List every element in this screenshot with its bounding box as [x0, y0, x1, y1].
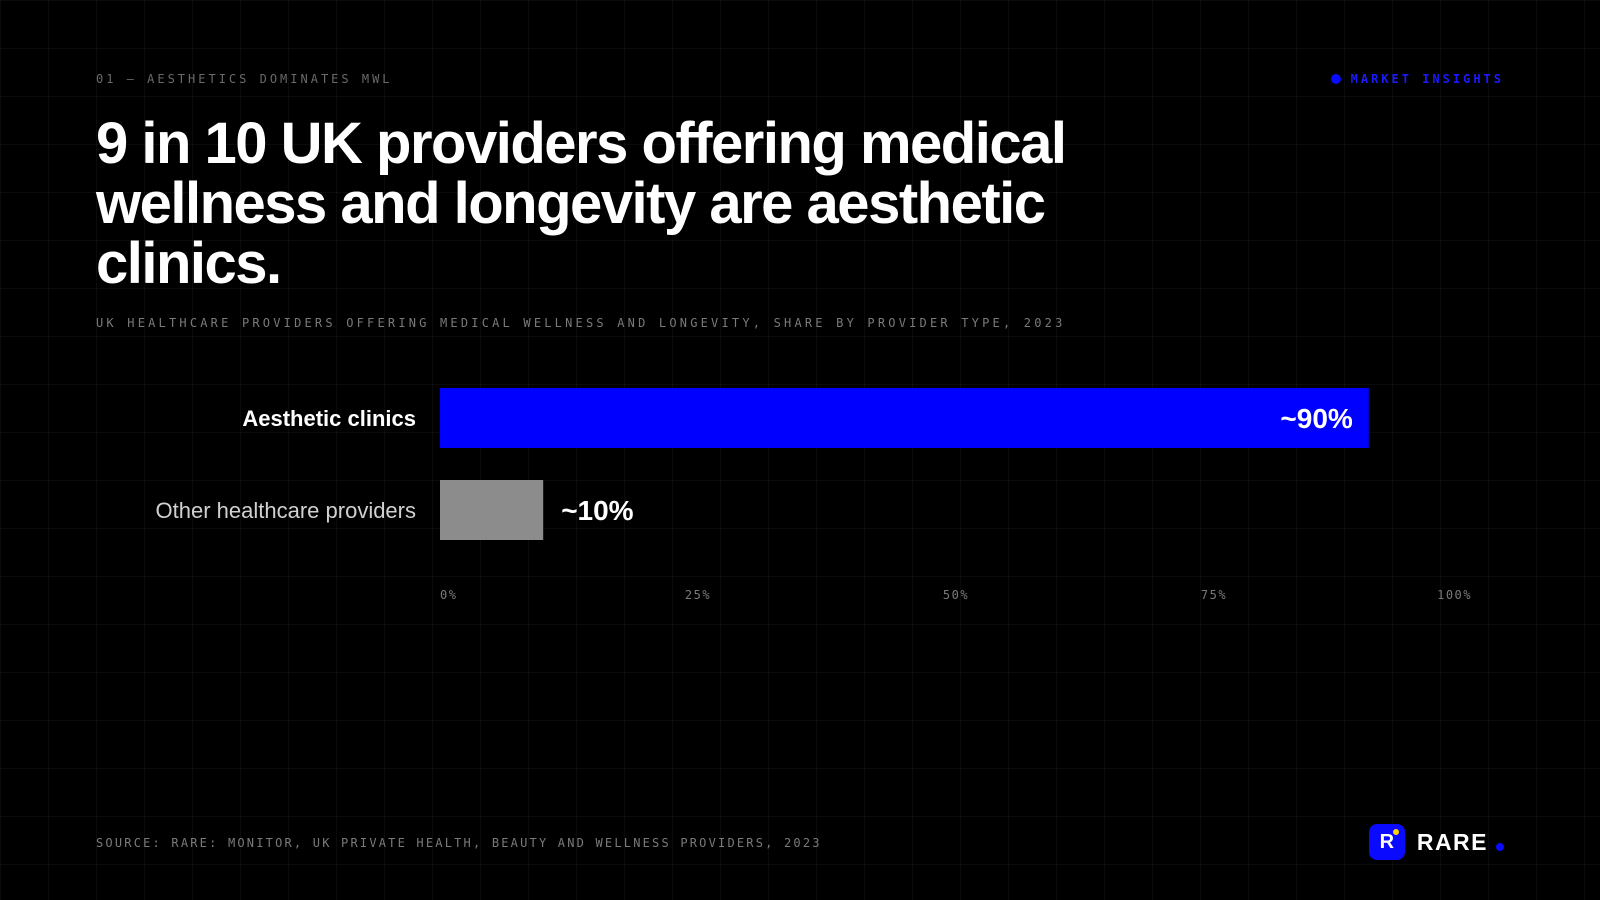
logo-spark-icon — [1392, 829, 1399, 835]
logo-letter: R — [1379, 830, 1395, 853]
eyebrow-label: 01 — AESTHETICS DOMINATES MWL — [96, 72, 393, 86]
data-label: ~10% — [561, 495, 633, 526]
x-tick-label: 0% — [440, 588, 457, 602]
bars-layer: Aesthetic clinics ~90% Other healthcare pr… — [156, 388, 1369, 540]
market-insights-tag: MARKET INSIGHTS — [1330, 72, 1504, 86]
source-note: SOURCE: RARE: MONITOR, UK PRIVATE HEALTH… — [96, 836, 822, 850]
x-axis-ticks: 0% 25% 50% 75% 100% — [440, 588, 1472, 602]
rare-logo-icon: R — [1368, 824, 1405, 860]
bar — [440, 480, 544, 540]
brand-dot-icon — [1496, 843, 1504, 851]
tag-dot-icon — [1330, 74, 1341, 84]
x-tick-label: 50% — [943, 588, 969, 602]
x-tick-label: 100% — [1437, 588, 1472, 602]
brand-name: RARE — [1416, 828, 1488, 855]
brand-lockup: R RARE — [1368, 824, 1504, 860]
category-label: Other healthcare providers — [156, 498, 416, 523]
category-label: Aesthetic clinics — [242, 406, 416, 431]
x-tick-label: 75% — [1201, 588, 1227, 602]
bar — [440, 388, 1369, 448]
headline: 9 in 10 UK providers offering medical we… — [96, 111, 1067, 296]
data-label: ~90% — [1280, 403, 1352, 434]
chart-subtitle: UK HEALTHCARE PROVIDERS OFFERING MEDICAL… — [96, 316, 1066, 330]
x-tick-label: 25% — [685, 588, 711, 602]
tag-label: MARKET INSIGHTS — [1350, 72, 1504, 86]
